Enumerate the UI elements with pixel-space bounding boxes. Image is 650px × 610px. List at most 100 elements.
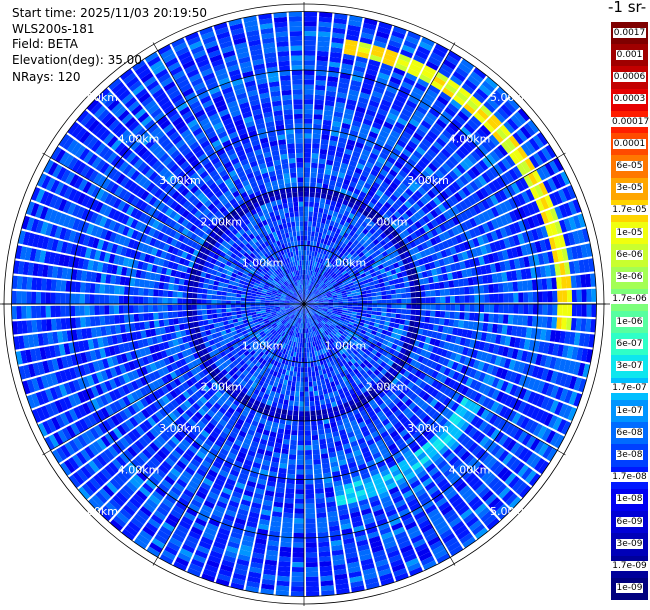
range-gate-cell	[357, 309, 363, 313]
range-gate-cell	[500, 104, 513, 117]
range-gate-cell	[320, 321, 325, 326]
range-gate-cell	[407, 140, 418, 150]
range-gate-cell	[291, 567, 304, 573]
range-gate-cell	[352, 172, 361, 179]
range-gate-cell	[488, 284, 494, 293]
range-gate-cell	[464, 399, 473, 409]
range-gate-cell	[506, 248, 514, 259]
range-gate-cell	[378, 278, 384, 284]
range-gate-cell	[421, 357, 429, 366]
range-gate-cell	[340, 382, 347, 389]
range-gate-cell	[408, 457, 419, 467]
range-gate-cell	[517, 281, 523, 292]
range-gate-cell	[329, 286, 335, 291]
range-gate-cell	[350, 419, 358, 427]
range-gate-cell	[404, 162, 414, 171]
range-gate-cell	[375, 30, 390, 40]
range-gate-cell	[373, 143, 383, 152]
range-gate-cell	[304, 40, 316, 46]
range-gate-cell	[515, 269, 522, 280]
range-gate-cell	[372, 383, 379, 391]
range-gate-cell	[304, 342, 307, 348]
range-gate-cell	[384, 90, 396, 99]
range-gate-cell	[307, 279, 309, 285]
range-gate-cell	[323, 373, 329, 380]
range-gate-cell	[463, 157, 474, 168]
range-gate-cell	[391, 71, 404, 81]
range-gate-cell	[371, 311, 377, 315]
range-gate-cell	[563, 233, 571, 247]
range-gate-cell	[298, 352, 302, 358]
range-gate-cell	[498, 239, 507, 250]
range-gate-cell	[386, 197, 395, 206]
range-gate-cell	[307, 290, 310, 296]
range-gate-cell	[552, 304, 558, 316]
range-gate-cell	[305, 518, 316, 524]
range-gate-cell	[327, 372, 332, 378]
range-gate-cell	[508, 135, 520, 148]
range-gate-cell	[304, 245, 307, 251]
range-gate-cell	[365, 376, 373, 384]
range-gate-cell	[377, 299, 382, 304]
range-gate-cell	[351, 266, 357, 272]
range-gate-cell	[473, 370, 482, 381]
range-gate-cell	[367, 490, 378, 499]
range-gate-cell	[355, 338, 362, 344]
range-gate-cell	[461, 329, 468, 338]
range-gate-cell	[320, 238, 325, 244]
range-gate-cell	[304, 265, 306, 270]
range-gate-cell	[318, 158, 326, 165]
range-gate-cell	[502, 346, 509, 357]
range-gate-cell	[449, 288, 455, 296]
range-gate-cell	[304, 16, 317, 22]
range-gate-cell	[527, 292, 534, 303]
range-gate-cell	[310, 310, 315, 315]
range-gate-cell	[575, 318, 582, 331]
range-gate-cell	[325, 313, 331, 318]
range-gate-cell	[327, 361, 332, 368]
range-gate-cell	[363, 390, 370, 398]
range-gate-cell	[548, 193, 559, 207]
range-gate-cell	[360, 87, 372, 95]
range-gate-cell	[372, 300, 378, 304]
range-gate-cell	[423, 527, 436, 538]
range-gate-cell	[363, 323, 369, 328]
range-gate-cell	[571, 346, 579, 360]
range-gate-cell	[335, 202, 342, 209]
range-gate-cell	[534, 184, 544, 198]
range-gate-cell	[304, 338, 306, 343]
range-gate-cell	[326, 159, 334, 166]
range-gate-cell	[382, 164, 391, 173]
range-gate-cell	[384, 422, 393, 431]
range-gate-cell	[456, 373, 465, 383]
range-gate-cell	[486, 441, 498, 453]
range-gate-cell	[418, 235, 426, 244]
range-gate-cell	[322, 358, 327, 365]
range-gate-cell	[315, 192, 321, 198]
range-gate-cell	[311, 310, 316, 314]
range-gate-cell	[342, 301, 348, 304]
range-gate-cell	[311, 251, 315, 257]
range-gate-cell	[338, 349, 344, 355]
range-gate-cell	[400, 49, 414, 59]
range-gate-cell	[461, 269, 468, 278]
range-gate-cell	[459, 287, 465, 295]
range-gate-cell	[558, 403, 568, 418]
range-gate-cell	[325, 322, 331, 327]
range-gate-cell	[325, 267, 330, 273]
range-gate-cell	[306, 245, 310, 251]
range-gate-cell	[397, 260, 404, 267]
range-gate-cell	[477, 467, 489, 479]
range-gate-cell	[317, 365, 322, 371]
range-gate-cell	[374, 319, 381, 324]
range-gate-cell	[336, 97, 347, 104]
range-gate-cell	[424, 336, 432, 344]
range-gate-cell	[364, 251, 371, 258]
range-gate-cell	[325, 367, 331, 374]
range-gate-cell	[344, 274, 351, 280]
range-gate-cell	[361, 264, 368, 270]
range-gate-cell	[336, 351, 342, 357]
range-gate-cell	[308, 305, 314, 307]
range-gate-cell	[429, 540, 443, 551]
range-gate-cell	[304, 269, 306, 275]
